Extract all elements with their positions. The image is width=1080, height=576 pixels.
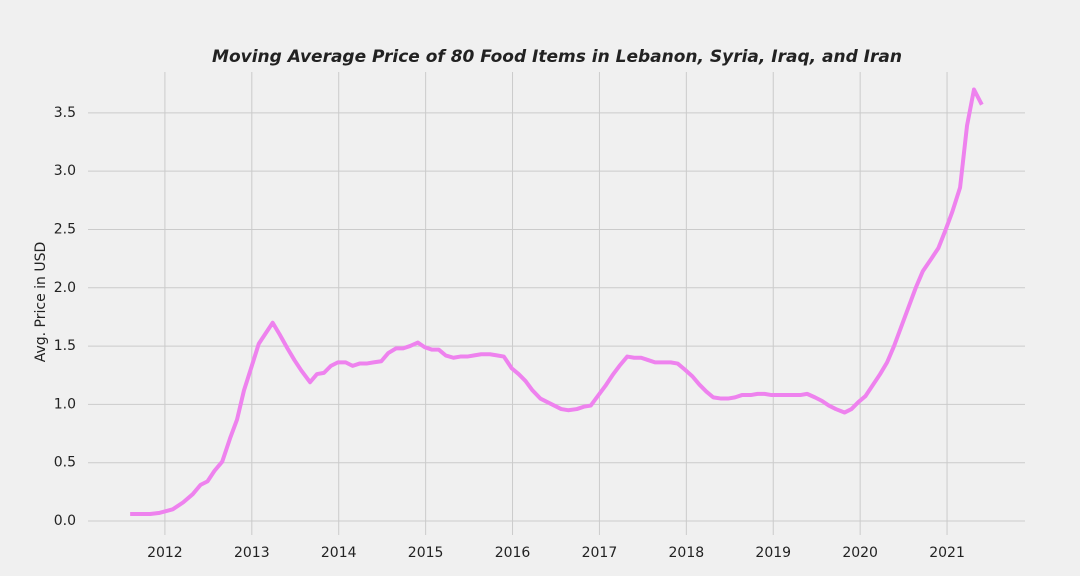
y-axis-label: Avg. Price in USD	[33, 242, 49, 363]
grid: 0.0 0.5 1.0 1.5 2.0 2.5 3.0 3.5 2012 2013 2014 2015…	[54, 72, 1025, 561]
y-tick-label: 1.5	[54, 338, 76, 354]
x-tick-label: 2016	[495, 545, 531, 561]
y-tick-label: 3.0	[54, 163, 76, 179]
x-tick-label: 2020	[842, 545, 878, 561]
x-tick-label: 2021	[929, 545, 965, 561]
x-tick-label: 2018	[669, 545, 705, 561]
x-tick-label: 2013	[234, 545, 270, 561]
y-tick-label: 3.5	[54, 105, 76, 121]
x-tick-label: 2019	[755, 545, 791, 561]
x-tick-label: 2017	[582, 545, 618, 561]
chart-title: Moving Average Price of 80 Food Items in…	[212, 47, 902, 67]
y-tick-label: 0.0	[54, 513, 76, 529]
x-tick-label: 2012	[147, 545, 183, 561]
y-tick-label: 0.5	[54, 455, 76, 471]
y-tick-label: 1.0	[54, 396, 76, 412]
x-tick-label: 2015	[408, 545, 444, 561]
x-tick-label: 2014	[321, 545, 357, 561]
y-tick-label: 2.0	[54, 280, 76, 296]
data-line	[130, 87, 984, 517]
y-tick-label: 2.5	[54, 221, 76, 237]
marks	[130, 87, 984, 517]
